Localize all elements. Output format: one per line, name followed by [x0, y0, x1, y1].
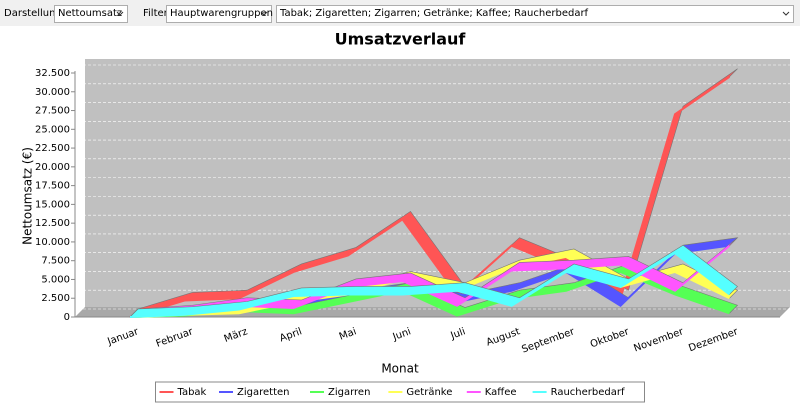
legend-label: Tabak	[177, 387, 207, 398]
plot-wall	[85, 59, 790, 307]
y-tick-label: 30.000	[35, 87, 70, 98]
y-tick-label: 17.500	[35, 181, 70, 192]
chevron	[782, 11, 790, 16]
chart-title: Umsatzverlauf	[335, 30, 467, 49]
x-tick-label: März	[223, 326, 249, 345]
chevron	[116, 11, 124, 16]
y-tick-label: 7.500	[41, 256, 70, 267]
y-tick-label: 20.000	[35, 162, 70, 173]
x-tick-label: Mai	[338, 326, 358, 342]
label: Darstellung	[4, 8, 62, 19]
legend-label: Zigarren	[328, 387, 370, 398]
x-tick-label: Dezember	[687, 326, 740, 354]
legend-label: Zigaretten	[237, 387, 289, 398]
x-tick-label: Juni	[391, 326, 413, 343]
y-tick-label: 5.000	[41, 274, 70, 285]
y-tick-label: 27.500	[35, 106, 70, 117]
legend-label: Raucherbedarf	[551, 387, 625, 398]
legend-label: Getränke	[406, 387, 452, 398]
legend: Tabak Zigaretten Zigarren Getränke Kaffee Rau…	[155, 381, 645, 403]
y-tick-label: 22.500	[35, 143, 70, 154]
y-tick-label: 0	[64, 312, 70, 323]
y-tick-label: 2.500	[41, 293, 70, 304]
dropdown[interactable]: Nettoumsatz	[54, 5, 128, 23]
label: Filter	[143, 8, 168, 19]
chevron	[260, 11, 268, 16]
x-tick-label: April	[278, 326, 303, 344]
dropdown[interactable]: Hauptwarengruppen	[166, 5, 273, 23]
x-tick-label: August	[485, 326, 522, 348]
dropdown[interactable]: Tabak; Zigaretten; Zigarren; Getränke; K…	[276, 5, 794, 23]
dropdown-value: Hauptwarengruppen	[170, 8, 273, 19]
x-axis-label: Monat	[381, 362, 419, 376]
toolbar: Darstellung Nettoumsatz Filter Hauptware…	[0, 0, 800, 26]
y-tick-label: 15.000	[35, 199, 70, 210]
chart: Umsatzverlauf Nettoumsatz (€) Monat 0 2.5…	[21, 30, 790, 403]
y-tick-label: 10.000	[35, 237, 70, 248]
x-tick-label: Juli	[448, 326, 467, 342]
x-tick-label: November	[632, 326, 685, 354]
dropdown-value: Tabak; Zigaretten; Zigarren; Getränke; K…	[280, 8, 589, 19]
y-tick-label: 25.000	[35, 124, 70, 135]
y-axis-label: Nettoumsatz (€)	[21, 147, 35, 245]
x-tick-label: Oktober	[589, 326, 631, 350]
y-tick-label: 32.500	[35, 68, 70, 79]
x-tick-label: Januar	[105, 326, 141, 348]
series-line	[129, 251, 731, 318]
x-tick-label: Februar	[155, 326, 196, 350]
dropdown-value: Nettoumsatz	[58, 8, 123, 19]
legend-label: Kaffee	[485, 387, 517, 398]
y-tick-label: 12.500	[35, 218, 70, 229]
x-tick-label: September	[520, 326, 577, 356]
